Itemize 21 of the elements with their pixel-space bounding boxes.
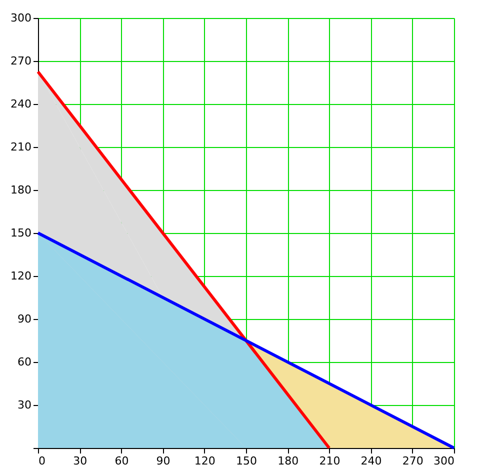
x-tick-label: 30: [73, 454, 88, 468]
x-tick-label: 300: [434, 454, 454, 468]
y-tick-label: 240: [10, 98, 32, 110]
y-tick-label: 30: [18, 398, 32, 412]
x-tick-label: 150: [236, 454, 257, 468]
x-tick-label: 240: [360, 454, 382, 468]
x-tick-label: 0: [38, 454, 46, 468]
y-tick-label: 300: [10, 12, 32, 24]
x-tick-label: 270: [402, 454, 424, 468]
x-tick-label: 60: [114, 454, 129, 468]
y-tick-label: 180: [10, 184, 32, 196]
y-tick-label: 60: [18, 356, 32, 368]
y-tick-label: 120: [10, 270, 32, 282]
y-tick-label: 270: [10, 54, 32, 68]
x-tick-label: 120: [194, 454, 216, 468]
y-tick-label: 90: [18, 312, 32, 326]
x-tick-label: 90: [156, 454, 170, 468]
y-tick-label: 150: [10, 226, 32, 240]
x-tick-label: 210: [319, 454, 340, 468]
x-tick-label: 180: [278, 454, 299, 468]
y-tick-label: 210: [10, 140, 32, 154]
